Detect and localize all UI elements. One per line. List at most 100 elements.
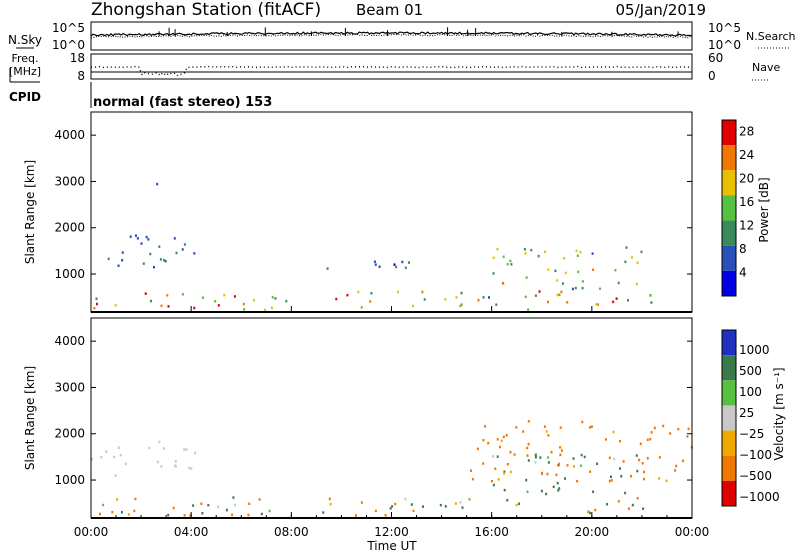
power-cell	[369, 300, 372, 303]
velocity-cell	[669, 432, 672, 435]
power-cell	[147, 238, 150, 241]
power-cell	[149, 252, 152, 256]
power-cell	[523, 248, 526, 251]
power-cell	[346, 293, 349, 297]
power-cell	[173, 237, 176, 240]
power-cell	[156, 182, 159, 186]
velocity-cell	[513, 453, 516, 456]
velocity-cell	[646, 438, 649, 441]
power-colorbar-segment	[722, 245, 736, 271]
power-cell	[360, 306, 363, 309]
velocity-cell	[580, 453, 583, 457]
power-cell	[460, 303, 463, 306]
velocity-cell	[646, 457, 649, 460]
power-cell	[574, 286, 577, 290]
power-cell	[544, 250, 547, 254]
velocity-cell	[682, 459, 685, 463]
velocity-cell	[631, 503, 634, 507]
velocity-cell	[496, 455, 499, 458]
velocity-cell	[674, 469, 677, 472]
velocity-cell	[604, 438, 607, 441]
velocity-ylabel: Slant Range [km]	[23, 366, 37, 470]
power-cell	[566, 301, 569, 304]
velocity-cell	[391, 505, 394, 508]
velocity-cell	[612, 430, 615, 434]
power-cell	[556, 293, 559, 297]
cpid-text: normal (fast stereo) 153	[93, 95, 272, 110]
velocity-cell	[231, 513, 234, 516]
velocity-cell	[329, 502, 332, 506]
velocity-cell	[558, 462, 561, 466]
velocity-cell	[127, 513, 130, 516]
velocity-cell	[518, 502, 521, 505]
velocity-cell	[687, 427, 690, 431]
power-cell	[488, 296, 490, 299]
power-cell	[159, 258, 162, 261]
velocity-cell	[192, 504, 195, 507]
power-cell	[524, 252, 527, 255]
velocity-cell	[581, 420, 584, 424]
power-cell	[597, 303, 599, 306]
noise-left-label: N.Sky	[8, 33, 42, 47]
velocity-cell	[606, 503, 609, 506]
velocity-cell	[247, 513, 250, 517]
velocity-cell	[160, 465, 163, 468]
power-cell	[444, 298, 447, 301]
velocity-panel: 1000 2000 3000 4000 Slant Range [km] 1000 50…	[23, 306, 786, 553]
power-cell	[183, 243, 186, 246]
velocity-cell	[494, 467, 497, 470]
velocity-cell	[404, 497, 407, 501]
velocity-colorbar-segment	[722, 405, 736, 431]
velocity-cell	[190, 467, 193, 470]
power-cell	[534, 294, 537, 297]
power-cell	[558, 293, 561, 296]
velocity-cell	[526, 454, 529, 457]
power-panel: 1000 2000 3000 4000 Slant Range [km] 4 8 12 16…	[23, 111, 771, 313]
cpid-label: CPID	[9, 90, 41, 104]
velocity-cell	[482, 439, 485, 442]
velocity-cell	[328, 497, 331, 501]
power-cell	[509, 259, 512, 263]
freq-units: [MHz]	[9, 65, 41, 78]
velocity-cell	[148, 446, 151, 450]
velocity-cell	[422, 505, 424, 508]
velocity-cell	[541, 471, 543, 475]
power-cell	[223, 293, 226, 297]
velocity-cell	[162, 447, 165, 450]
power-cell	[547, 268, 550, 271]
power-cell	[370, 292, 373, 295]
velocity-cell	[509, 450, 512, 454]
power-ytick-label: 3000	[54, 174, 85, 188]
velocity-cell	[354, 514, 357, 517]
velocity-cell	[592, 490, 595, 493]
velocity-cell	[638, 458, 641, 462]
velocity-cell	[468, 498, 471, 501]
velocity-cell	[545, 430, 548, 433]
power-cell	[576, 254, 579, 257]
velocity-cell	[500, 439, 503, 443]
freq-label: Freq.	[11, 52, 38, 65]
velocity-cell	[619, 467, 621, 470]
velocity-cell	[124, 462, 127, 466]
velocity-cell	[613, 457, 616, 461]
power-cell	[117, 264, 120, 267]
velocity-cell	[174, 465, 177, 468]
x-tick-label: 04:00	[174, 525, 209, 539]
velocity-cell	[260, 512, 263, 516]
velocity-cell	[117, 446, 120, 449]
velocity-cell	[497, 478, 500, 481]
power-cell	[591, 252, 594, 255]
velocity-cell	[635, 454, 638, 457]
velocity-cell	[133, 509, 136, 513]
velocity-colorbar-label: Velocity [m s⁻¹]	[772, 367, 786, 460]
velocity-cell	[491, 479, 493, 483]
velocity-cell	[482, 462, 485, 465]
velocity-cell	[476, 447, 479, 451]
velocity-colorbar-tick: −100	[739, 448, 772, 462]
power-cell	[496, 247, 499, 251]
velocity-cell	[487, 441, 490, 445]
power-cell	[242, 302, 245, 306]
velocity-cell	[503, 488, 506, 492]
power-cell	[264, 308, 267, 312]
velocity-colorbar-frame	[721, 329, 737, 507]
